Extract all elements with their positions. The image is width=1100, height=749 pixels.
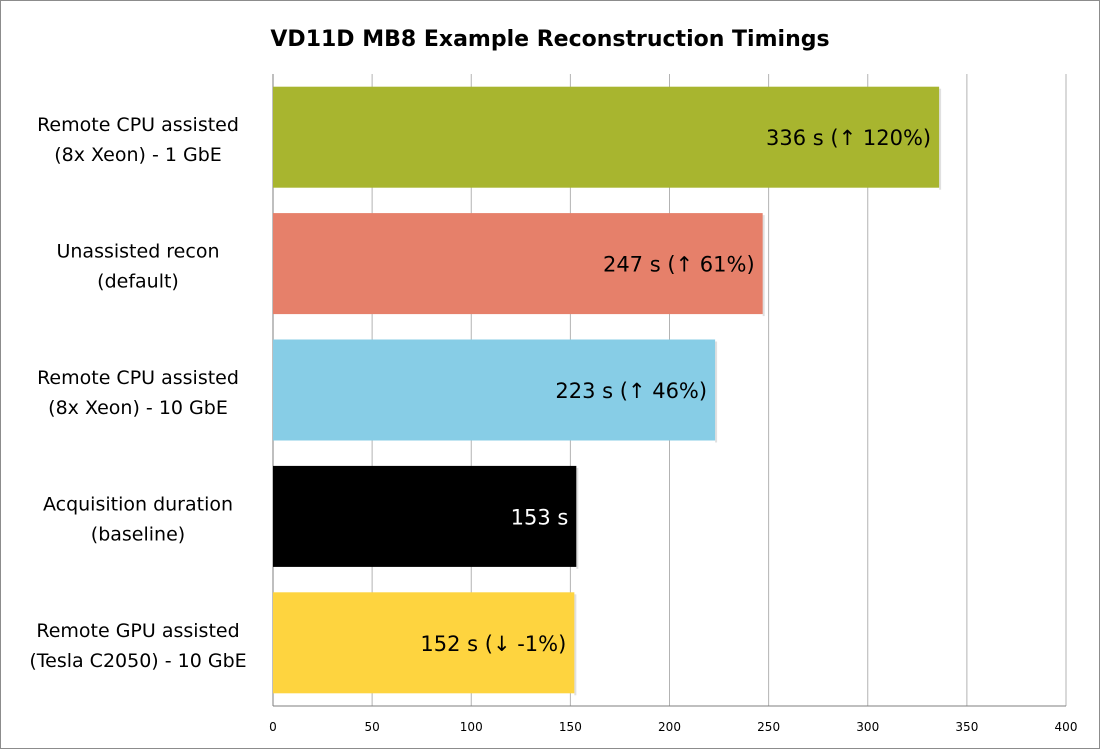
x-tick-label: 150 — [559, 720, 582, 734]
category-label: Remote CPU assisted (8x Xeon) - 1 GbE — [37, 114, 239, 166]
x-tick-label: 200 — [658, 720, 681, 734]
data-label: 152 s (↓ -1%) — [420, 632, 566, 656]
data-labels: 336 s (↑ 120%) 247 s (↑ 61%) 223 s (↑ 46%)… — [420, 126, 931, 656]
bar — [273, 213, 763, 315]
bar-shadow — [574, 594, 577, 696]
x-axis-ticks: 0 50 100 150 200 250 300 350 400 — [269, 720, 1077, 734]
x-tick-label: 350 — [955, 720, 978, 734]
bar-shadow — [762, 215, 765, 317]
x-tick-label: 250 — [757, 720, 780, 734]
category-label: Remote GPU assisted (Tesla C2050) - 10 Gb… — [29, 620, 246, 672]
category-label: Acquisition duration (baseline) — [43, 493, 233, 545]
chart-title: VD11D MB8 Example Reconstruction Timings — [270, 27, 829, 52]
x-tick-label: 400 — [1055, 720, 1078, 734]
category-label: Unassisted recon (default) — [56, 241, 219, 293]
bar — [273, 465, 577, 567]
bars — [273, 86, 942, 696]
data-label: 247 s (↑ 61%) — [603, 253, 755, 277]
x-tick-label: 0 — [269, 720, 277, 734]
bar-shadow — [715, 341, 718, 443]
x-tick-label: 50 — [364, 720, 379, 734]
bar-shadow — [939, 88, 942, 190]
data-label: 336 s (↑ 120%) — [766, 126, 931, 150]
bar-shadow — [576, 467, 579, 569]
bar — [273, 592, 575, 694]
bar — [273, 86, 940, 188]
x-tick-label: 300 — [856, 720, 879, 734]
data-label: 223 s (↑ 46%) — [555, 379, 707, 403]
data-label: 153 s — [511, 505, 569, 529]
category-labels: Remote CPU assisted (8x Xeon) - 1 GbE Unas… — [29, 114, 246, 672]
x-tick-label: 100 — [460, 720, 483, 734]
category-label: Remote CPU assisted (8x Xeon) - 10 GbE — [37, 367, 239, 419]
bar — [273, 339, 716, 441]
